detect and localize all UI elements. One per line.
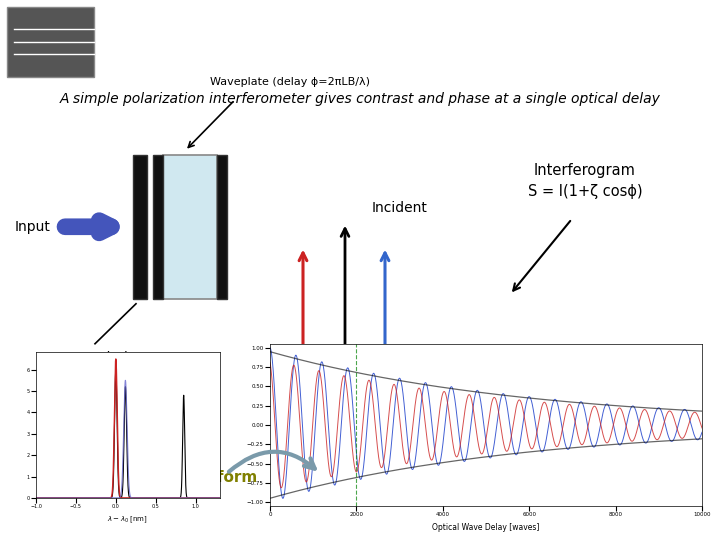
Text: 3: 3 xyxy=(692,519,702,535)
Text: Australian: Australian xyxy=(112,18,168,29)
Text: Waveplate (delay ϕ=2πLB/λ): Waveplate (delay ϕ=2πLB/λ) xyxy=(210,77,370,87)
Text: Interferogram
S = I(1+ζ cosϕ): Interferogram S = I(1+ζ cosϕ) xyxy=(528,163,642,199)
FancyBboxPatch shape xyxy=(7,6,94,77)
Bar xyxy=(217,155,227,299)
Text: Slow: Slow xyxy=(287,387,319,400)
X-axis label: $\lambda - \lambda_0$ [nm]: $\lambda - \lambda_0$ [nm] xyxy=(107,515,148,525)
Text: Fourier transform: Fourier transform xyxy=(105,470,257,485)
Text: Incident: Incident xyxy=(372,201,428,215)
Bar xyxy=(153,155,163,299)
Text: A simple polarization interferometer gives contrast and phase at a single optica: A simple polarization interferometer giv… xyxy=(60,92,660,106)
Text: “Coherence imaging”:: “Coherence imaging”: xyxy=(284,13,580,37)
Text: Fast: Fast xyxy=(426,387,454,400)
Bar xyxy=(163,155,217,299)
Bar xyxy=(133,155,147,299)
X-axis label: Optical Wave Delay [waves]: Optical Wave Delay [waves] xyxy=(432,523,540,532)
Text: An alternative approach to spectroscopy: An alternative approach to spectroscopy xyxy=(176,50,688,70)
Text: Polarizer: Polarizer xyxy=(92,351,150,364)
Text: National: National xyxy=(112,37,158,47)
Text: University: University xyxy=(112,55,168,65)
Text: Input: Input xyxy=(14,220,50,234)
